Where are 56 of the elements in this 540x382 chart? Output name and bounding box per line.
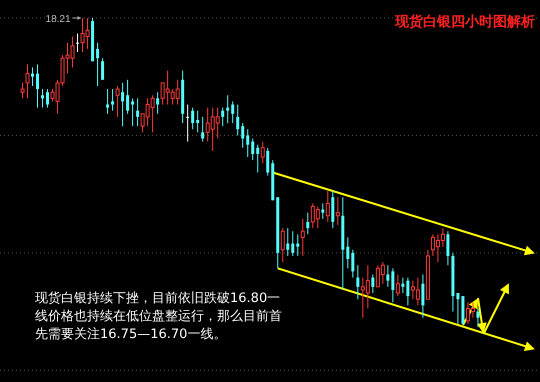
candlestick xyxy=(116,85,120,118)
candlestick xyxy=(266,147,270,176)
candlestick xyxy=(336,196,340,226)
candlestick xyxy=(406,277,410,306)
annotation: 18.21 xyxy=(46,14,71,25)
candlestick xyxy=(446,230,450,266)
candlestick xyxy=(41,88,44,108)
candlestick xyxy=(241,122,244,148)
candlestick xyxy=(96,42,100,86)
candlestick xyxy=(356,264,360,300)
candlestick xyxy=(26,64,30,99)
candlestick xyxy=(291,230,294,256)
candlestick xyxy=(201,116,204,142)
candlestick xyxy=(196,110,200,133)
candlestick xyxy=(386,264,390,288)
candlestick xyxy=(296,234,300,256)
candlestick xyxy=(106,88,110,114)
candlestick xyxy=(346,236,350,269)
candlestick xyxy=(391,268,394,303)
title: 现货白银四小时图解析 xyxy=(395,14,535,30)
candlestick xyxy=(476,308,480,328)
candlestick xyxy=(326,190,330,222)
candlestick xyxy=(351,249,354,278)
candlestick xyxy=(186,104,190,142)
candlestick xyxy=(76,32,80,52)
candlestick xyxy=(20,82,25,99)
candlestick xyxy=(191,107,194,130)
candlestick xyxy=(300,218,305,256)
candlestick xyxy=(321,202,324,220)
candlestick xyxy=(221,107,224,127)
candlestick xyxy=(46,88,50,108)
candlestick xyxy=(256,144,260,173)
candlestick xyxy=(121,82,124,127)
candlestick xyxy=(101,58,104,80)
candlestick xyxy=(286,228,290,256)
candlestick xyxy=(401,277,404,294)
candlestick xyxy=(371,274,374,294)
candlestick xyxy=(226,94,230,124)
candlestick xyxy=(231,100,234,124)
annotation: 现货白银持续下挫，目前依旧跌破16.80一线价格也持续在低位盘整运行，那么目前首先需要关注16.75—16.70一线。 xyxy=(35,291,282,342)
candlestick xyxy=(111,88,114,112)
candlestick xyxy=(421,274,424,318)
candlestick xyxy=(260,141,265,164)
candlestick xyxy=(126,79,130,114)
candlestick xyxy=(131,98,134,127)
candlestick xyxy=(156,92,160,114)
candlestick xyxy=(31,66,34,86)
candlestick xyxy=(306,212,310,235)
candlestick xyxy=(251,138,254,161)
candlestick xyxy=(246,128,250,158)
candlestick xyxy=(456,292,460,324)
candlestick xyxy=(280,228,285,263)
candlestick xyxy=(136,98,140,127)
candlestick xyxy=(396,274,400,297)
candlestick xyxy=(36,64,40,108)
candlestick xyxy=(236,104,240,136)
